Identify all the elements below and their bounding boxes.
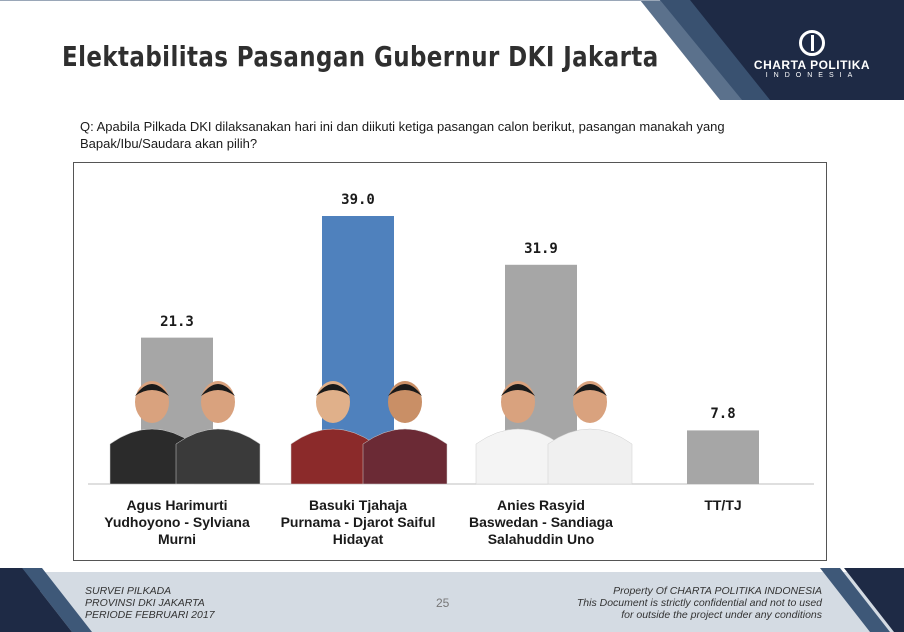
category-label-2: Basuki Tjahaja Purnama - Djarot Saiful H… — [280, 497, 436, 547]
header-corner-decoration — [0, 0, 904, 100]
category-label-3: Anies Rasyid Baswedan - Sandiaga Salahud… — [469, 497, 613, 547]
candidate-photo-4 — [362, 381, 448, 485]
category-label-1: Agus Harimurti Yudhoyono - Sylviana Murn… — [104, 497, 250, 547]
value-label-2: 39.0 — [341, 192, 375, 208]
footer-right-line: for outside the project under any condit… — [621, 609, 822, 621]
value-label-1: 21.3 — [160, 313, 194, 330]
charta-politika-logo: CHARTA POLITIKA INDONESIA — [742, 30, 882, 79]
footer-band — [0, 568, 904, 632]
candidate-photo-2 — [175, 381, 261, 485]
slide-title: Elektabilitas Pasangan Gubernur DKI Jaka… — [62, 40, 659, 73]
candidate-photo-1 — [109, 381, 195, 485]
footer-right-line: Property Of CHARTA POLITIKA INDONESIA — [613, 585, 822, 597]
logo-mark-icon — [799, 30, 825, 56]
survey-question: Q: Apabila Pilkada DKI dilaksanakan hari… — [80, 119, 725, 151]
candidate-photo-6 — [547, 381, 633, 485]
footer-left-line: PROVINSI DKI JAKARTA — [85, 597, 205, 609]
page-number: 25 — [436, 596, 450, 610]
logo-subtitle: INDONESIA — [765, 72, 859, 79]
value-label-3: 31.9 — [524, 240, 558, 257]
candidate-photo-5 — [475, 381, 561, 485]
candidate-photo-3 — [290, 381, 376, 485]
footer-left-line: PERIODE FEBRUARI 2017 — [85, 609, 215, 621]
category-label-4: TT/TJ — [704, 497, 742, 513]
footer-left-line: SURVEI PILKADA — [85, 585, 172, 597]
footer-confidentiality: Property Of CHARTA POLITIKA INDONESIA Th… — [577, 585, 822, 621]
value-label-4: 7.8 — [710, 406, 736, 423]
footer-survey-info: SURVEI PILKADA PROVINSI DKI JAKARTA PERI… — [85, 585, 215, 621]
footer-right-line: This Document is strictly confidential a… — [576, 597, 822, 609]
logo-name: CHARTA POLITIKA — [753, 58, 871, 72]
bar-4 — [687, 430, 759, 484]
